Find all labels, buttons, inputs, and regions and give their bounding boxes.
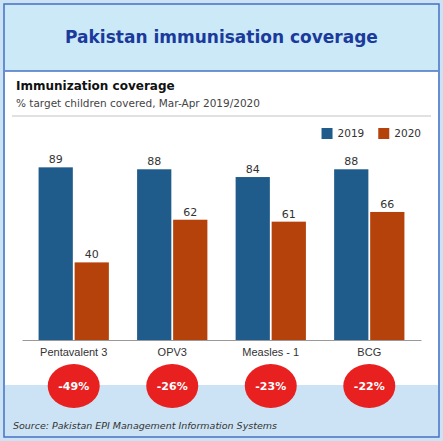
background [0, 0, 443, 441]
x-axis: Pentavalent 3 OPV3 Measles - 1 BCG [23, 341, 422, 358]
tick-label: OPV3 [158, 346, 187, 358]
data-label: 62 [183, 206, 197, 219]
subtitle-rule [12, 116, 431, 117]
frame [4, 4, 439, 437]
title-rule [5, 70, 438, 72]
inner-panel [5, 5, 438, 385]
tick-label: BCG [357, 346, 381, 358]
subtitle: % target children covered, Mar-Apr 2019/… [16, 97, 260, 109]
badge-label: -26% [157, 380, 188, 393]
bar [39, 167, 73, 340]
badge-label: -49% [58, 380, 89, 393]
tick: Pentavalent 3 [40, 346, 107, 358]
data-label: 88 [147, 155, 161, 168]
tick: BCG [357, 346, 381, 358]
tick: Measles - 1 [242, 346, 299, 358]
bar [236, 177, 270, 340]
title-strip [5, 5, 438, 71]
badge [343, 364, 395, 408]
bar [75, 262, 109, 340]
title: Pakistan immunisation coverage [65, 27, 378, 47]
source: Source: Pakistan EPI Management Informat… [13, 420, 277, 431]
legend-label: 2020 [394, 127, 421, 139]
bar [272, 222, 306, 340]
bars [39, 167, 405, 340]
tick: OPV3 [158, 346, 187, 358]
data-label: 88 [344, 155, 358, 168]
data-label: 61 [282, 208, 296, 221]
badge [146, 364, 198, 408]
badge-label: -23% [255, 380, 286, 393]
legend-label: 2019 [338, 127, 365, 139]
data-label: 89 [49, 153, 63, 166]
tick-label: Pentavalent 3 [40, 346, 107, 358]
bar [173, 220, 207, 340]
data-label: 40 [85, 248, 99, 261]
chart: Pakistan immunisation coverage Immunizati… [0, 0, 443, 441]
data-labels: 89 88 84 88 40 62 61 66 [49, 153, 395, 261]
data-label: 84 [246, 163, 260, 176]
bar [334, 169, 368, 340]
tick-label: Measles - 1 [242, 346, 299, 358]
badges: -49% -26% -23% -22% [48, 364, 396, 408]
badge [48, 364, 100, 408]
legend-swatch [378, 128, 389, 139]
legend: 2020 2019 [322, 127, 421, 139]
badge [245, 364, 297, 408]
data-label: 66 [380, 198, 394, 211]
subtitle: Immunization coverage [16, 79, 175, 93]
axis-line [23, 340, 422, 341]
badge-label: -22% [354, 380, 385, 393]
bar [137, 169, 171, 340]
plot: 89 88 84 88 40 62 61 66 Pentavalent 3 OPV3 Measles… [23, 153, 422, 357]
legend-swatch [322, 128, 333, 139]
bar [370, 212, 404, 340]
